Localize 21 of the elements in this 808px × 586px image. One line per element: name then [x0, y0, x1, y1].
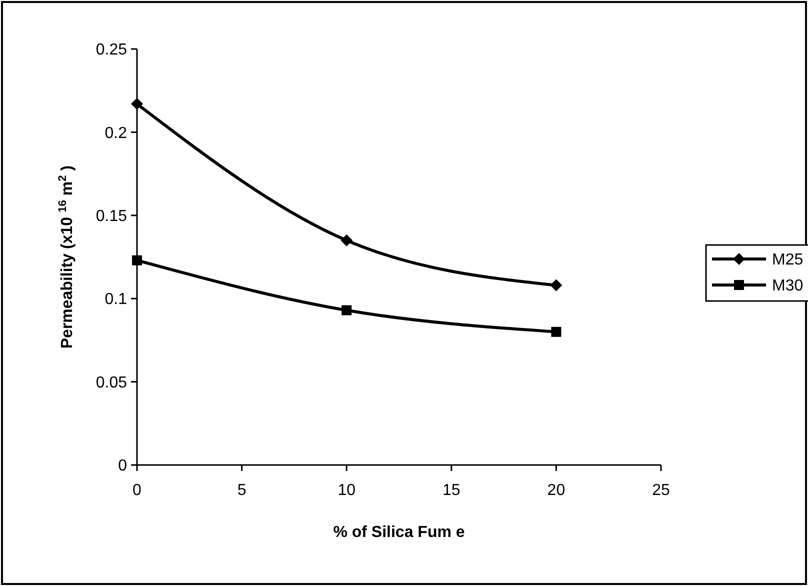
point — [342, 305, 352, 316]
x-tick-label: 10 — [338, 482, 356, 499]
y-tick-label: 0.1 — [104, 291, 128, 308]
point — [131, 98, 143, 110]
point — [132, 255, 142, 266]
legend-label: M30 — [772, 278, 804, 295]
y-tick-label: 0.15 — [96, 208, 128, 225]
x-tick-label: 0 — [132, 482, 142, 499]
x-tick-label: 20 — [547, 482, 566, 499]
x-tick-label: 25 — [652, 482, 670, 499]
y-tick-label: 0.05 — [96, 374, 128, 392]
x-tick-label: 15 — [442, 482, 460, 499]
y-tick-label: 0.25 — [96, 42, 128, 59]
y-tick-label: 0 — [118, 458, 128, 475]
point — [551, 326, 562, 337]
legend-label: M25 — [772, 252, 804, 269]
y-tick-label: 0.2 — [104, 124, 128, 142]
point — [550, 279, 562, 292]
point — [340, 234, 353, 246]
x-axis-title: % of Silica Fum e — [333, 524, 465, 541]
x-tick-label: 5 — [237, 482, 246, 499]
